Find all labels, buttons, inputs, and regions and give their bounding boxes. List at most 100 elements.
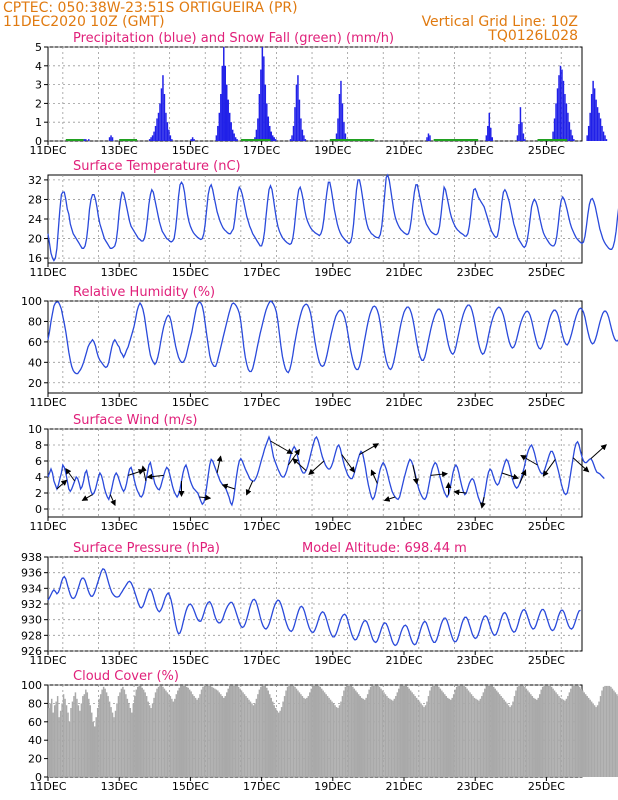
x-tick-label: 13DEC bbox=[101, 520, 138, 533]
cloud-bar bbox=[163, 688, 166, 777]
cloud-bar bbox=[114, 710, 117, 777]
cloud-bar bbox=[533, 697, 535, 777]
cloud-bar bbox=[381, 690, 384, 777]
precip-bar bbox=[294, 107, 296, 141]
cloud-bar bbox=[347, 685, 350, 777]
cloud-bar bbox=[576, 685, 578, 777]
cloud-bar bbox=[406, 686, 409, 777]
precip-bar bbox=[522, 133, 525, 141]
precip-bar bbox=[595, 99, 597, 141]
cloud-bar bbox=[568, 692, 571, 777]
cloud-bar bbox=[67, 712, 69, 777]
precip-bar bbox=[558, 75, 560, 141]
cloud-bar bbox=[429, 690, 431, 777]
cloud-bar bbox=[233, 685, 235, 777]
x-tick-label: 15DEC bbox=[172, 520, 209, 533]
wind-arrow bbox=[221, 483, 236, 490]
cloud-bar bbox=[99, 694, 102, 777]
cloud-bar bbox=[286, 686, 289, 777]
cloud-bar bbox=[160, 685, 163, 777]
cloud-bar bbox=[491, 685, 493, 777]
cloud-bar bbox=[498, 694, 501, 777]
cloud-bar bbox=[251, 703, 253, 777]
cloud-bar bbox=[70, 708, 72, 777]
cloud-bar bbox=[415, 697, 418, 777]
cloud-bar bbox=[390, 699, 393, 777]
cloud-bar bbox=[156, 688, 158, 777]
cloud-bar bbox=[159, 685, 161, 777]
cloud-bar bbox=[226, 692, 228, 777]
cloud-bar bbox=[396, 692, 399, 777]
cloud-bar bbox=[65, 705, 68, 777]
precip-bar bbox=[570, 129, 572, 141]
precip-bar bbox=[218, 112, 221, 141]
cloud-bar bbox=[77, 705, 80, 777]
cloud-bar bbox=[332, 703, 335, 777]
cloud-bar bbox=[73, 696, 75, 777]
cloud-bar bbox=[331, 701, 333, 777]
precip-bar bbox=[516, 135, 519, 141]
precip-bar bbox=[605, 139, 608, 141]
precip-bar bbox=[559, 65, 562, 141]
cloud-bar bbox=[131, 712, 133, 777]
precip-bar bbox=[166, 122, 169, 141]
cloud-bar bbox=[313, 685, 315, 777]
cloud-bar bbox=[288, 685, 290, 777]
cloud-bar bbox=[168, 694, 170, 777]
cloud-bar bbox=[312, 685, 314, 777]
cloud-bar bbox=[469, 692, 471, 777]
cloud-bar bbox=[227, 688, 229, 777]
cloud-bar bbox=[301, 696, 304, 777]
cloud-bar bbox=[420, 703, 422, 777]
cloud-bar bbox=[452, 694, 455, 777]
cloud-bar bbox=[543, 685, 545, 777]
cloud-bar bbox=[211, 686, 213, 777]
cloud-bar bbox=[147, 701, 149, 777]
cloud-bar bbox=[138, 685, 140, 777]
cloud-bar bbox=[48, 708, 50, 777]
cloud-bar bbox=[387, 697, 390, 777]
y-tick-label: 80 bbox=[28, 315, 42, 328]
cloud-bar bbox=[172, 701, 175, 777]
x-tick-label: 23DEC bbox=[457, 396, 494, 409]
x-tick-label: 23DEC bbox=[457, 654, 494, 667]
precip-bar bbox=[165, 112, 167, 141]
cloud-bar bbox=[306, 697, 308, 777]
cloud-bar bbox=[254, 703, 256, 777]
cloud-bar bbox=[166, 692, 169, 777]
cloud-bar bbox=[239, 688, 241, 777]
cloud-bar bbox=[185, 686, 188, 777]
cloud-bar bbox=[368, 689, 370, 777]
cloud-bar bbox=[304, 698, 307, 777]
cloud-bar bbox=[187, 687, 189, 777]
cloud-bar bbox=[383, 692, 385, 777]
cloud-bar bbox=[595, 707, 597, 777]
cloud-bar bbox=[128, 703, 130, 777]
cloud-bar bbox=[426, 701, 428, 777]
cloud-bar bbox=[408, 688, 410, 777]
cloud-bar bbox=[309, 692, 311, 777]
cloud-bar bbox=[549, 685, 551, 777]
precip-bar bbox=[221, 65, 224, 141]
y-tick-label: 934 bbox=[21, 582, 42, 595]
panel-6 bbox=[44, 684, 618, 781]
x-tick-label: 25DEC bbox=[528, 144, 565, 157]
cloud-bar bbox=[68, 721, 71, 777]
precip-bar bbox=[343, 122, 345, 141]
precip-bar bbox=[303, 135, 305, 141]
precip-bar bbox=[297, 75, 299, 141]
precip-bar bbox=[258, 94, 261, 141]
cloud-bar bbox=[369, 686, 372, 777]
cloud-bar bbox=[120, 688, 123, 777]
cloud-bar bbox=[598, 701, 600, 777]
cloud-bar bbox=[191, 694, 194, 777]
cloud-bar bbox=[263, 685, 265, 777]
panel-title: Relative Humidity (%) bbox=[73, 285, 215, 300]
cloud-bar bbox=[190, 691, 192, 777]
cloud-bar bbox=[510, 705, 513, 777]
cloud-bar bbox=[481, 696, 483, 777]
cloud-bar bbox=[550, 686, 553, 777]
precip-bar bbox=[231, 129, 234, 141]
cloud-bar bbox=[329, 699, 332, 777]
